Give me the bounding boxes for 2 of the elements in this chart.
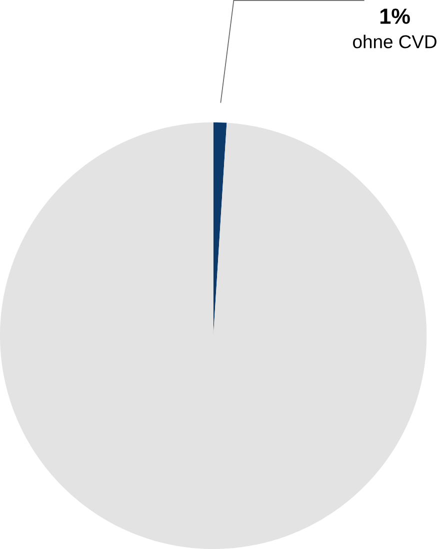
- data-label: 1%: [380, 8, 410, 24]
- slice-label: ohne CVD: [353, 34, 436, 48]
